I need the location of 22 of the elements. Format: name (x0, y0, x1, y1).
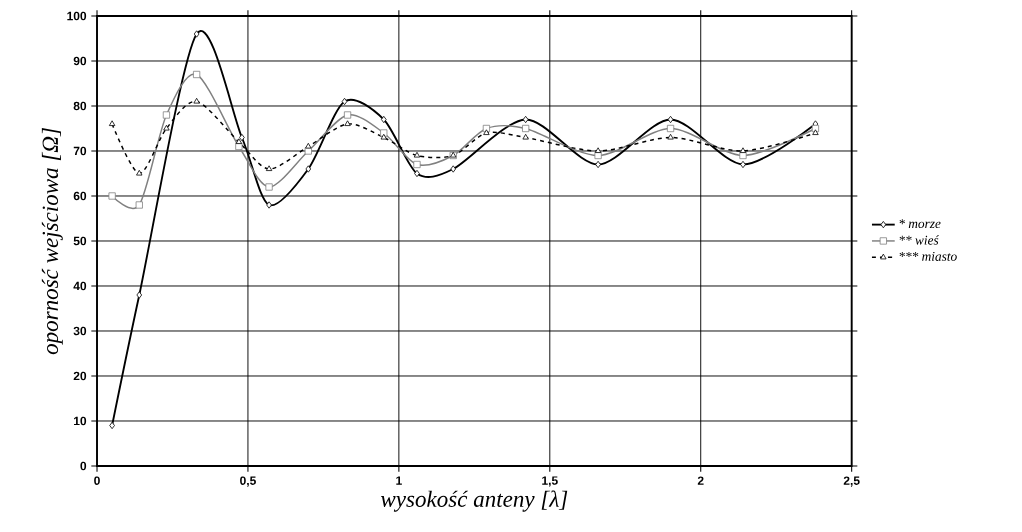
y-tick-label: 20 (73, 371, 87, 381)
x-axis-title: wysokość anteny [λ] (380, 490, 568, 512)
y-tick-label: 70 (73, 146, 87, 156)
y-tick-label: 30 (73, 326, 87, 336)
legend-label: ** wieś (899, 235, 940, 245)
x-tick-label: 1 (396, 476, 402, 485)
y-tick-label: 60 (73, 191, 87, 201)
x-tick-label: 2 (697, 476, 704, 485)
x-tick-label: 0 (94, 476, 100, 485)
y-axis-title: oporność wejściowa [Ω] (41, 128, 63, 355)
x-tick-label: 1,5 (542, 476, 558, 487)
y-tick-label: 10 (74, 416, 87, 426)
y-tick-label: 40 (73, 281, 87, 291)
y-tick-label: 90 (73, 56, 87, 66)
y-tick-label: 80 (73, 101, 87, 111)
legend-label: *** miasto (899, 251, 957, 261)
x-tick-label: 0,5 (240, 476, 256, 487)
legend-label: * morze (899, 219, 941, 229)
y-tick-label: 0 (80, 461, 87, 471)
y-tick-label: 100 (67, 11, 87, 21)
x-tick-label: 2,5 (843, 476, 860, 487)
y-tick-label: 50 (73, 236, 87, 246)
